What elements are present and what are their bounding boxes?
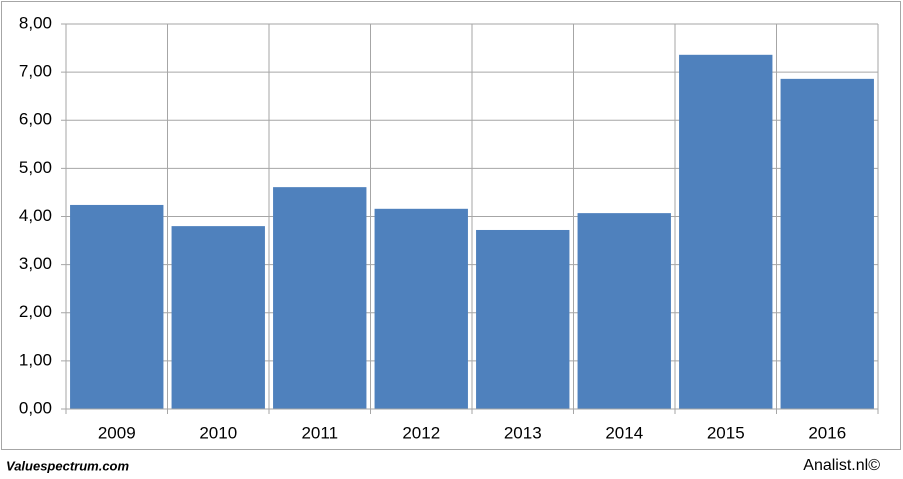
x-tick-label: 2015 bbox=[707, 423, 745, 442]
x-tick-label: 2010 bbox=[199, 423, 237, 442]
x-tick-label: 2013 bbox=[504, 423, 542, 442]
y-tick-label: 2,00 bbox=[19, 302, 52, 321]
bar bbox=[577, 213, 671, 409]
bar bbox=[70, 204, 164, 409]
y-tick-label: 6,00 bbox=[19, 110, 52, 129]
bar bbox=[171, 226, 265, 409]
bar bbox=[273, 187, 367, 409]
x-tick-label: 2009 bbox=[98, 423, 136, 442]
y-tick-label: 5,00 bbox=[19, 158, 52, 177]
bar bbox=[476, 229, 570, 409]
y-tick-label: 1,00 bbox=[19, 350, 52, 369]
x-tick-label: 2016 bbox=[808, 423, 846, 442]
x-tick-label: 2012 bbox=[402, 423, 440, 442]
y-tick-label: 4,00 bbox=[19, 206, 52, 225]
y-tick-label: 3,00 bbox=[19, 254, 52, 273]
y-tick-label: 8,00 bbox=[19, 13, 52, 32]
bar bbox=[780, 78, 874, 410]
credit: Analist.nl© bbox=[803, 457, 880, 474]
y-tick-label: 7,00 bbox=[19, 62, 52, 81]
x-tick-label: 2014 bbox=[605, 423, 643, 442]
y-tick-label: 0,00 bbox=[19, 398, 52, 417]
x-tick-label: 2011 bbox=[301, 423, 338, 442]
bar bbox=[679, 54, 773, 410]
bar bbox=[374, 208, 468, 409]
source: Valuespectrum.com bbox=[6, 458, 130, 473]
